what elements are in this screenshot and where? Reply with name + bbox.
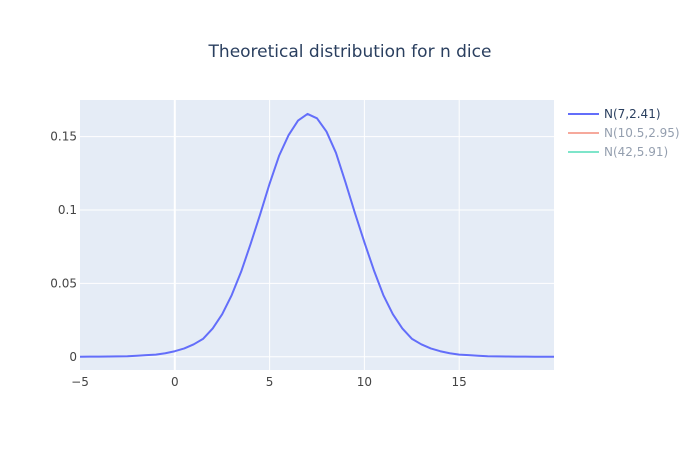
plot-area[interactable] bbox=[80, 100, 554, 370]
y-tick-label: 0.1 bbox=[58, 203, 77, 217]
legend-item[interactable]: N(10.5,2.95) bbox=[568, 126, 680, 140]
x-tick-label: 10 bbox=[357, 375, 372, 389]
chart-title: Theoretical distribution for n dice bbox=[208, 42, 492, 62]
legend-item[interactable]: N(42,5.91) bbox=[568, 145, 668, 159]
legend-item[interactable]: N(7,2.41) bbox=[568, 107, 661, 121]
y-tick-label: 0.15 bbox=[50, 130, 77, 144]
legend-label: N(7,2.41) bbox=[604, 107, 661, 121]
x-tick-label: −5 bbox=[71, 375, 89, 389]
x-tick-label: 15 bbox=[452, 375, 467, 389]
legend-label: N(10.5,2.95) bbox=[604, 126, 680, 140]
legend-label: N(42,5.91) bbox=[604, 145, 668, 159]
series-line[interactable] bbox=[79, 112, 554, 358]
y-tick-label: 0.05 bbox=[50, 276, 77, 290]
x-tick-label: 5 bbox=[266, 375, 274, 389]
y-tick-label: 0 bbox=[69, 350, 77, 364]
x-tick-label: 0 bbox=[171, 375, 179, 389]
